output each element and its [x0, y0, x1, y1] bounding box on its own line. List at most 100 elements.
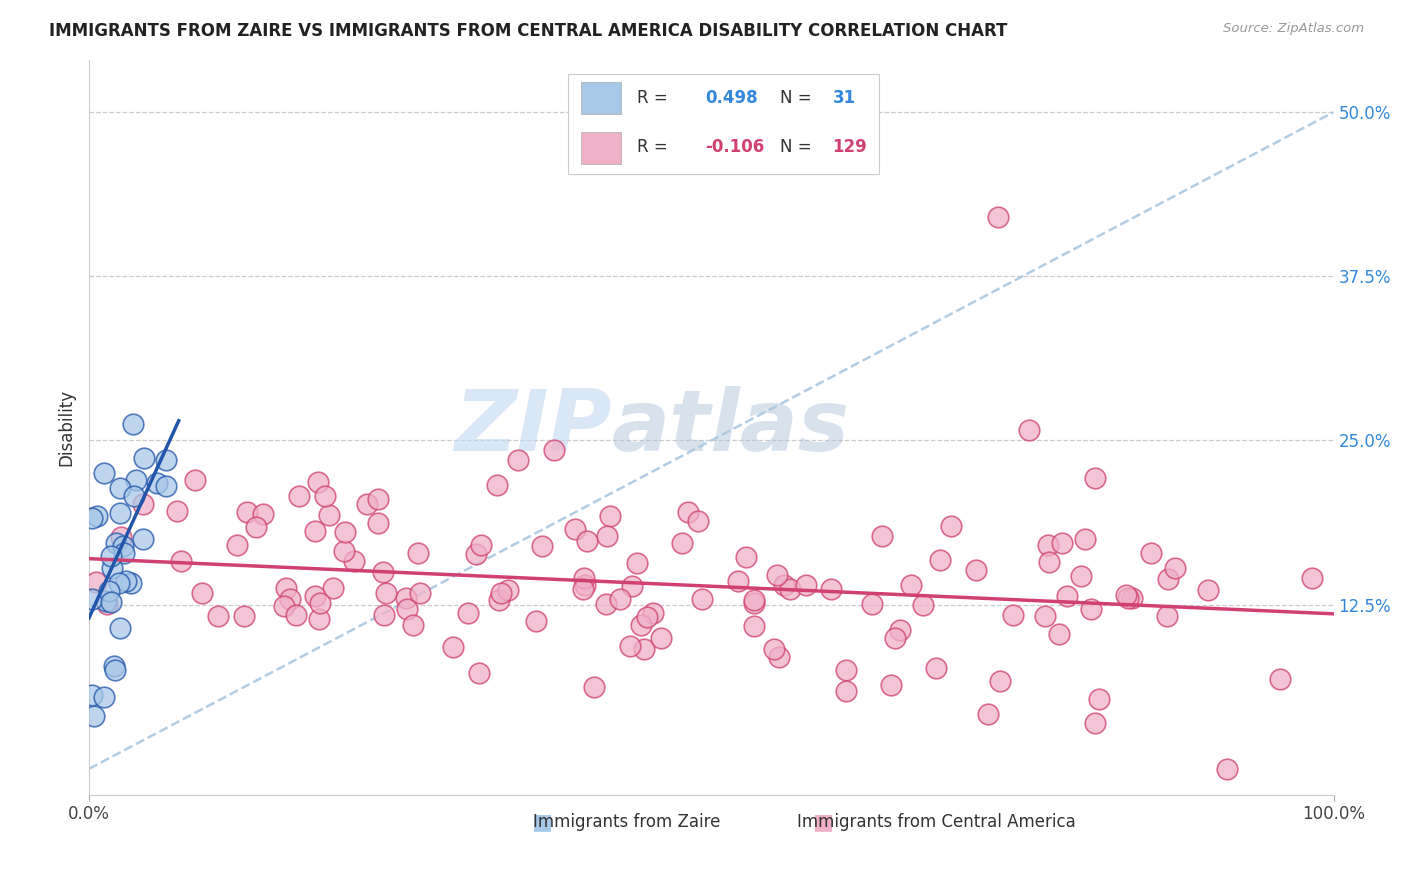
- Point: [100, 595, 122, 609]
- Point: [626, 557, 648, 571]
- Point: [285, 607, 308, 622]
- Point: [988, 673, 1011, 688]
- Point: [690, 592, 713, 607]
- Point: [465, 547, 488, 561]
- Point: [1164, 561, 1187, 575]
- Point: [155, 453, 177, 467]
- Point: [641, 606, 664, 620]
- Point: [1118, 591, 1140, 606]
- Point: [356, 497, 378, 511]
- Point: [835, 663, 858, 677]
- Point: [686, 514, 709, 528]
- Point: [105, 535, 128, 549]
- Point: [496, 583, 519, 598]
- Point: [1268, 672, 1291, 686]
- Point: [314, 489, 336, 503]
- Point: [1056, 589, 1078, 603]
- Point: [273, 599, 295, 613]
- Point: [619, 640, 641, 654]
- Point: [225, 538, 247, 552]
- Point: [609, 591, 631, 606]
- Point: [941, 519, 963, 533]
- Point: [911, 598, 934, 612]
- Point: [986, 210, 1008, 224]
- Point: [93, 690, 115, 704]
- Point: [671, 536, 693, 550]
- Point: [768, 650, 790, 665]
- Point: [104, 663, 127, 677]
- Point: [889, 623, 911, 637]
- Point: [110, 621, 132, 635]
- Point: [834, 684, 856, 698]
- Point: [308, 612, 330, 626]
- Point: [976, 706, 998, 721]
- Point: [103, 659, 125, 673]
- Point: [676, 505, 699, 519]
- Point: [763, 642, 786, 657]
- Point: [1018, 423, 1040, 437]
- Point: [489, 586, 512, 600]
- Text: IMMIGRANTS FROM ZAIRE VS IMMIGRANTS FROM CENTRAL AMERICA DISABILITY CORRELATION : IMMIGRANTS FROM ZAIRE VS IMMIGRANTS FROM…: [49, 22, 1008, 40]
- Point: [184, 474, 207, 488]
- Point: [742, 596, 765, 610]
- Point: [599, 509, 621, 524]
- Point: [83, 709, 105, 723]
- Point: [112, 546, 135, 560]
- Point: [595, 597, 617, 611]
- Point: [583, 680, 606, 694]
- Point: [531, 539, 554, 553]
- Point: [742, 619, 765, 633]
- Point: [110, 530, 132, 544]
- Point: [96, 594, 118, 608]
- Point: [1088, 691, 1111, 706]
- Point: [543, 442, 565, 457]
- Point: [1084, 471, 1107, 485]
- Point: [100, 549, 122, 563]
- Point: [1074, 532, 1097, 546]
- Point: [395, 591, 418, 606]
- Point: [367, 491, 389, 506]
- Point: [304, 589, 326, 603]
- Point: [82, 511, 104, 525]
- Point: [146, 475, 169, 490]
- Point: [1033, 608, 1056, 623]
- Point: [925, 661, 948, 675]
- Point: [727, 574, 749, 588]
- Point: [170, 553, 193, 567]
- Point: [468, 666, 491, 681]
- Point: [108, 576, 131, 591]
- Point: [506, 453, 529, 467]
- Point: [318, 508, 340, 522]
- Point: [191, 586, 214, 600]
- Point: [93, 467, 115, 481]
- Point: [155, 479, 177, 493]
- Point: [308, 596, 330, 610]
- Point: [734, 550, 756, 565]
- Point: [1036, 537, 1059, 551]
- Point: [470, 538, 492, 552]
- Point: [332, 543, 354, 558]
- Point: [125, 473, 148, 487]
- Point: [402, 618, 425, 632]
- Point: [1115, 588, 1137, 602]
- Point: [900, 578, 922, 592]
- Point: [779, 582, 801, 597]
- Point: [1001, 608, 1024, 623]
- Point: [307, 475, 329, 489]
- Point: [333, 524, 356, 539]
- Point: [409, 586, 432, 600]
- Point: [121, 417, 143, 431]
- Point: [870, 529, 893, 543]
- Point: [373, 608, 395, 623]
- Point: [596, 529, 619, 543]
- Point: [1156, 609, 1178, 624]
- Point: [1157, 573, 1180, 587]
- Point: [233, 609, 256, 624]
- Point: [100, 561, 122, 575]
- Point: [86, 508, 108, 523]
- Text: ■: ■: [813, 812, 834, 832]
- Point: [166, 504, 188, 518]
- Point: [207, 609, 229, 624]
- Point: [860, 597, 883, 611]
- Point: [374, 586, 396, 600]
